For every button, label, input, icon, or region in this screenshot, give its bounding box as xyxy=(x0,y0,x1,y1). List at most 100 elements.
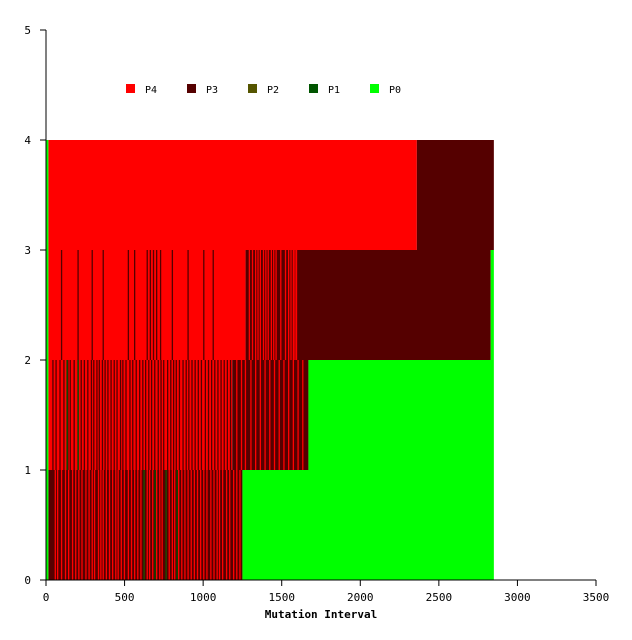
bar-stripe-p3-2-8 xyxy=(80,360,82,470)
bar-stripe-p4-0-41 xyxy=(184,470,186,580)
bar-stripe-p3-5-8 xyxy=(152,250,155,360)
bar-stripe-p1-3-0 xyxy=(66,360,68,470)
bar-stripe-p3-2-14 xyxy=(98,360,100,470)
bar-stripe-p4-6-7 xyxy=(267,250,269,360)
bar-stripe-p3-5-12 xyxy=(187,250,189,360)
bar-stripe-p4-0-22 xyxy=(123,470,126,580)
bar-stripe-p4-4-5 xyxy=(259,360,262,470)
bar-stripe-p4-0-17 xyxy=(108,470,111,580)
bar-stripe-p3-2-49 xyxy=(207,360,210,470)
bar-stripe-p4-0-23 xyxy=(127,470,130,580)
bar-stripe-p3-2-44 xyxy=(191,360,193,470)
bar-stripe-p4-0-39 xyxy=(178,470,180,580)
bar-stripe-p3-2-12 xyxy=(93,360,95,470)
bar-stripe-p3-5-5 xyxy=(134,250,136,360)
bar-stripe-p4-0-37 xyxy=(171,470,174,580)
bar-stripe-p4-0-25 xyxy=(134,470,136,580)
bar-stripe-p4-0-38 xyxy=(174,470,176,580)
bar-stripe-p1-1-0 xyxy=(143,470,145,580)
bar-stripe-p4-0-48 xyxy=(206,470,208,580)
bar-stripe-p4-0-47 xyxy=(203,470,205,580)
bar-stripe-p3-2-27 xyxy=(139,360,141,470)
bar-stripe-p3-2-52 xyxy=(217,360,219,470)
bar-stripe-p3-2-38 xyxy=(172,360,175,470)
bar-stripe-p4-6-4 xyxy=(259,250,262,360)
bar-stripe-p4-0-24 xyxy=(130,470,133,580)
bar-stripe-p3-2-1 xyxy=(55,360,57,470)
bar-stripe-p4-0-40 xyxy=(181,470,183,580)
bar-stripe-p4-0-11 xyxy=(91,470,93,580)
bar-stripe-p4-0-15 xyxy=(102,470,104,580)
bar-stripe-p4-6-17 xyxy=(295,250,298,360)
bar-stripe-p4-4-4 xyxy=(255,360,257,470)
bar-stripe-p4-0-50 xyxy=(213,470,215,580)
bar-stripe-p4-4-11 xyxy=(288,360,290,470)
bar-stripe-p4-6-0 xyxy=(248,250,251,360)
x-tick-label: 2000 xyxy=(347,591,374,604)
bar-region-p0-7 xyxy=(308,360,494,470)
bar-stripe-p4-0-58 xyxy=(239,470,241,580)
bar-stripe-p4-4-13 xyxy=(297,360,299,470)
x-axis-title: Mutation Interval xyxy=(265,608,378,621)
bar-stripe-p4-0-54 xyxy=(225,470,228,580)
bar-stripe-p3-2-28 xyxy=(142,360,144,470)
bar-stripe-p4-0-2 xyxy=(60,470,63,580)
y-tick-label: 4 xyxy=(24,134,31,147)
bar-stripe-p3-2-22 xyxy=(122,360,124,470)
bar-stripe-p3-2-24 xyxy=(129,360,131,470)
bar-stripe-p4-0-0 xyxy=(54,470,56,580)
x-tick-label: 3000 xyxy=(504,591,531,604)
bar-stripe-p4-6-8 xyxy=(270,250,273,360)
bar-stripe-p4-4-8 xyxy=(273,360,276,470)
bar-stripe-p3-2-11 xyxy=(90,360,93,470)
legend-swatch-p0 xyxy=(370,84,379,93)
bar-stripe-p3-2-32 xyxy=(154,360,156,470)
bar-stripe-p3-2-18 xyxy=(110,360,112,470)
bar-stripe-p3-2-21 xyxy=(119,360,122,470)
bar-stripe-p4-0-34 xyxy=(161,470,163,580)
bar-stripe-p4-0-19 xyxy=(115,470,117,580)
bar-stripe-p3-5-6 xyxy=(146,250,148,360)
bar-stripe-p4-4-2 xyxy=(244,360,247,470)
bar-stripe-p4-4-6 xyxy=(264,360,266,470)
bar-stripe-p3-2-4 xyxy=(67,360,69,470)
bar-stripe-p3-2-54 xyxy=(223,360,225,470)
x-tick-label: 0 xyxy=(43,591,50,604)
bar-stripe-p3-2-45 xyxy=(194,360,196,470)
y-tick-label: 1 xyxy=(24,464,31,477)
bar-stripe-p4-0-56 xyxy=(233,470,235,580)
bar-stripe-p4-0-4 xyxy=(68,470,70,580)
bar-stripe-p3-5-4 xyxy=(127,250,130,360)
bar-stripe-p4-4-9 xyxy=(278,360,280,470)
x-tick-label: 3500 xyxy=(583,591,610,604)
bar-stripe-p3-2-33 xyxy=(157,360,159,470)
bar-stripe-p3-2-2 xyxy=(59,360,61,470)
bar-stripe-p4-0-5 xyxy=(71,470,74,580)
bar-stripe-p3-2-36 xyxy=(167,360,169,470)
bar-stripe-p4-4-1 xyxy=(240,360,243,470)
bar-stripe-p4-0-8 xyxy=(81,470,83,580)
bar-stripe-p4-0-16 xyxy=(105,470,108,580)
bar-stripe-p4-0-44 xyxy=(193,470,196,580)
bar-region-p0-10 xyxy=(46,470,49,580)
bar-region-p3-1 xyxy=(416,140,494,250)
bar-stripe-p4-0-55 xyxy=(229,470,231,580)
bar-stripe-p4-0-14 xyxy=(100,470,102,580)
bar-stripe-p1-3-1 xyxy=(77,360,79,470)
axes xyxy=(45,30,596,581)
bar-stripe-p1-1-3 xyxy=(176,470,178,580)
plot-area xyxy=(46,140,494,580)
bar-stripe-p3-2-50 xyxy=(211,360,213,470)
bar-stripe-p4-0-20 xyxy=(117,470,119,580)
bar-stripe-p4-0-18 xyxy=(112,470,114,580)
legend-swatch-p2 xyxy=(248,84,257,93)
legend-label-p0: P0 xyxy=(389,85,401,96)
y-tick-label: 3 xyxy=(24,244,31,257)
bar-stripe-p4-0-6 xyxy=(75,470,77,580)
bar-stripe-p4-0-13 xyxy=(97,470,100,580)
bar-stripe-p4-6-12 xyxy=(284,250,287,360)
bar-stripe-p3-5-10 xyxy=(159,250,162,360)
y-tick-label: 0 xyxy=(24,574,31,587)
tick-group: 0 500 1000 1500 2000 2500 3000 3500 0 1 2 3 4 5 xyxy=(24,24,609,604)
